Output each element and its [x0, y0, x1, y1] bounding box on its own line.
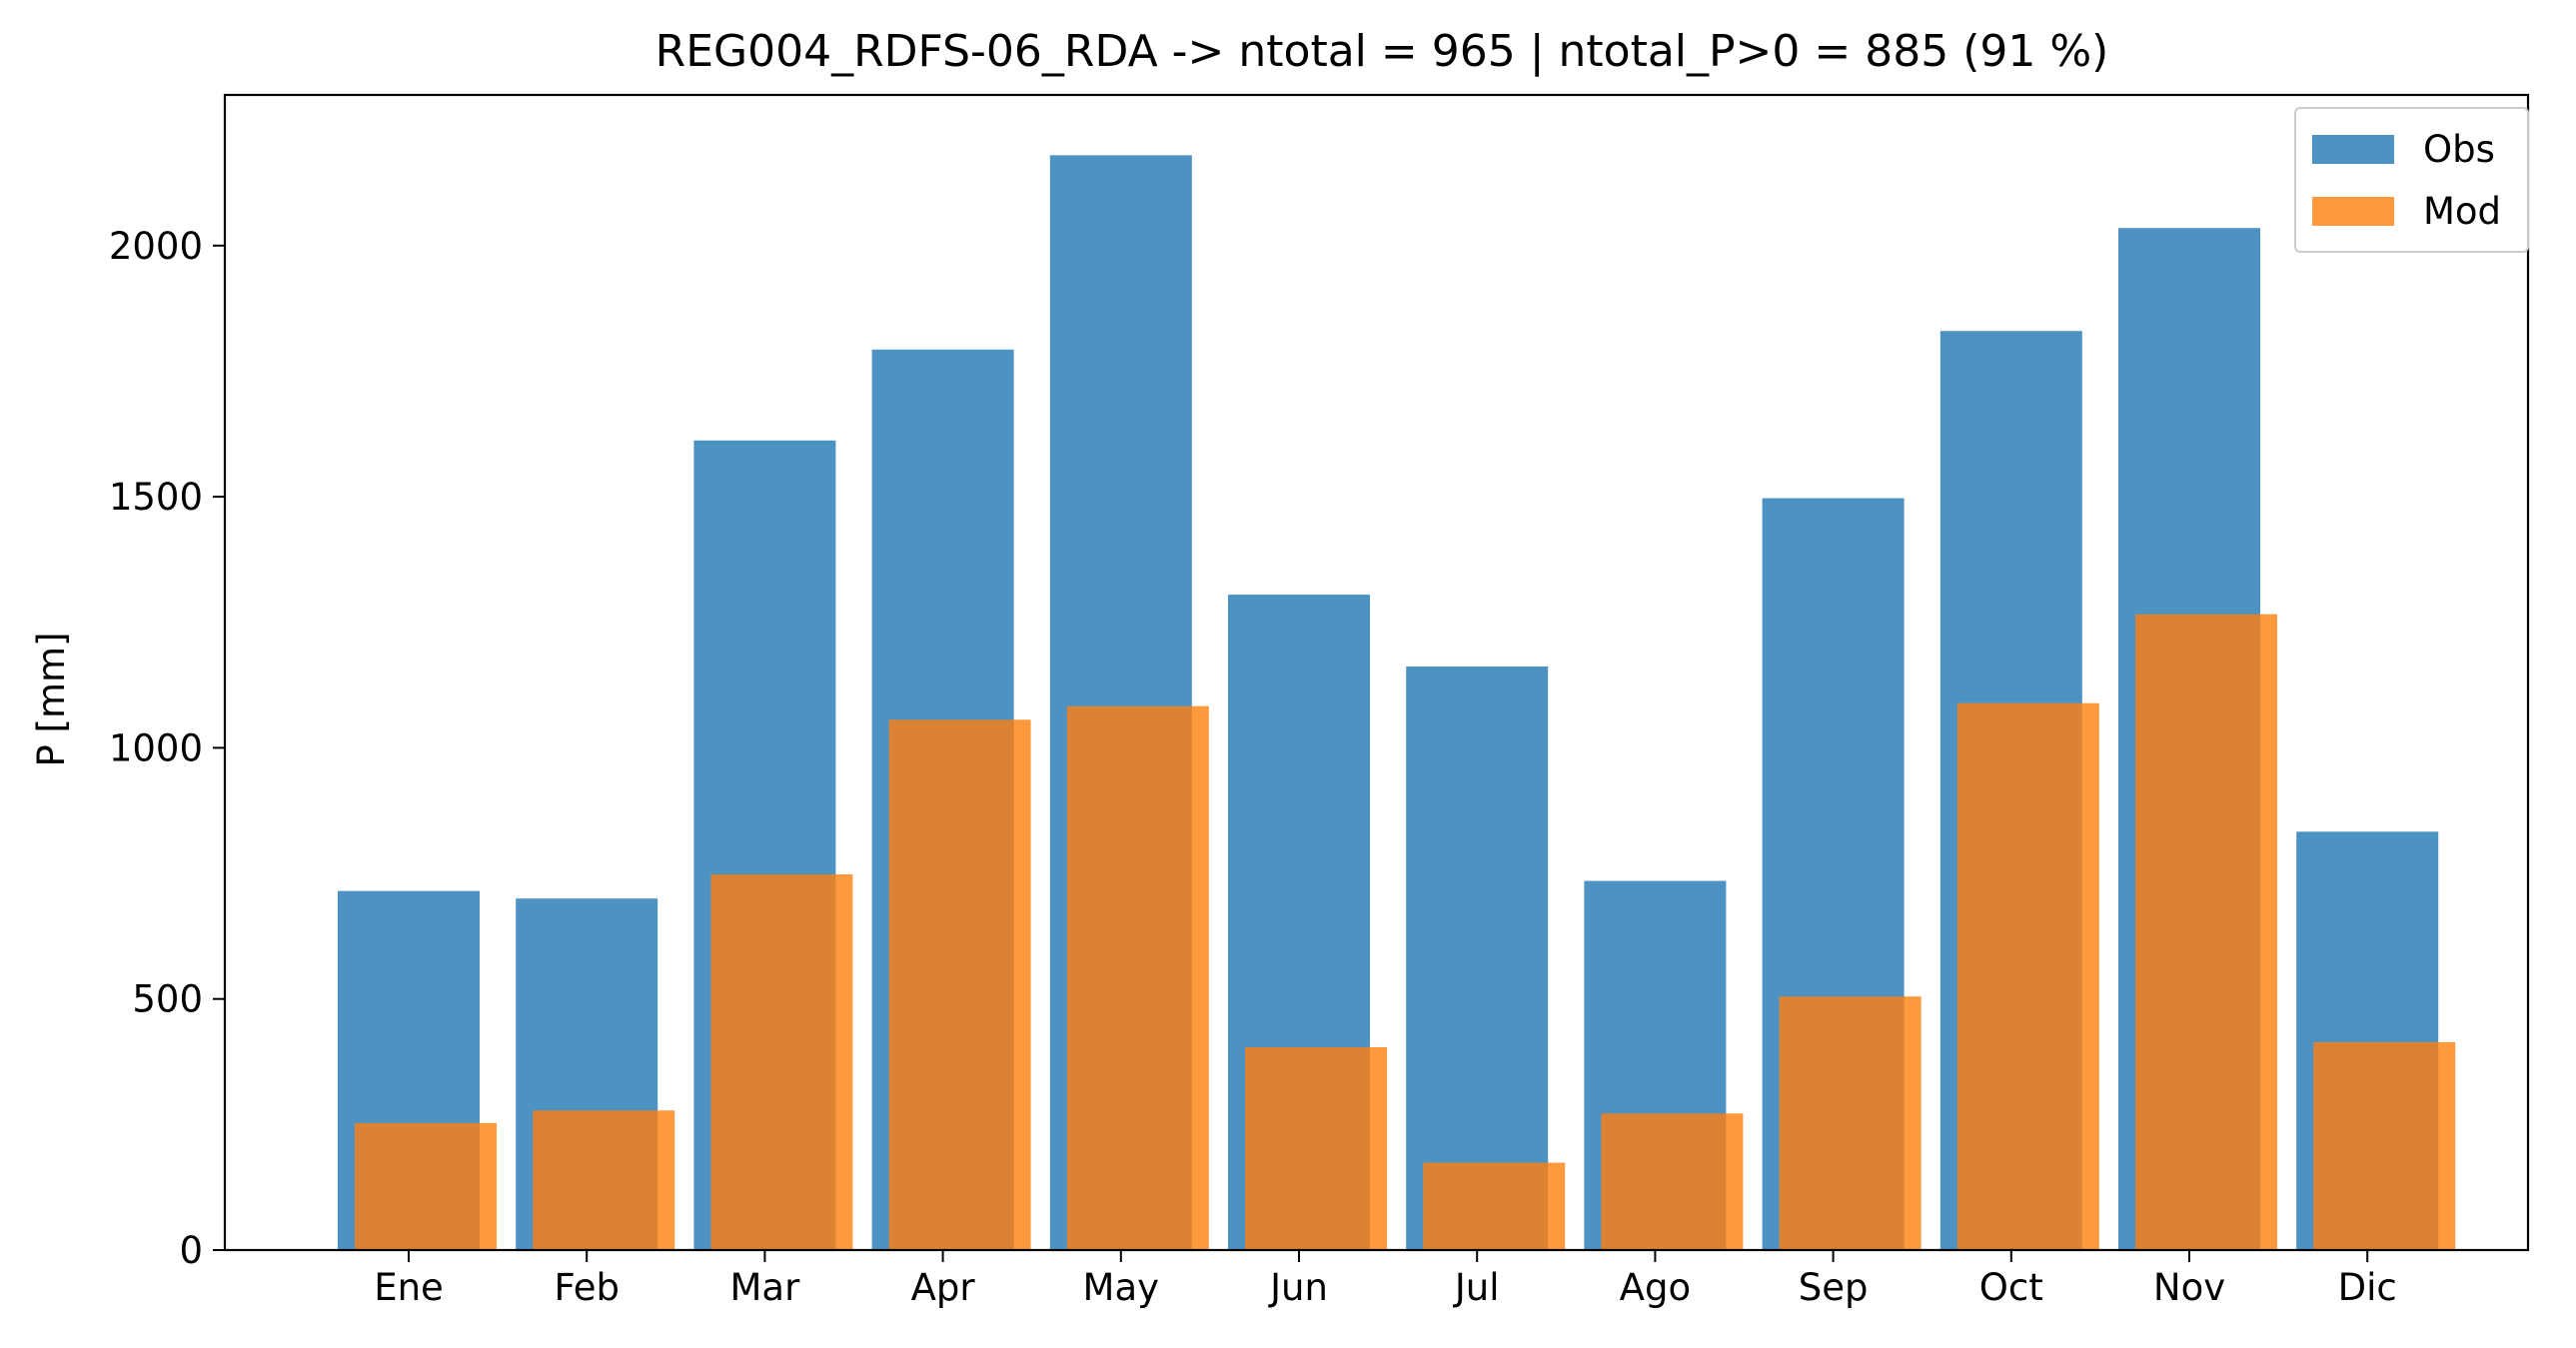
x-tick-label-feb: Feb — [554, 1266, 620, 1309]
x-tick-label-oct: Oct — [1979, 1266, 2043, 1309]
y-tick-label: 500 — [132, 978, 203, 1021]
x-tick-label-ene: Ene — [374, 1266, 444, 1309]
x-tick-label-jun: Jun — [1268, 1266, 1328, 1309]
x-tick-label-sep: Sep — [1799, 1266, 1869, 1309]
mod-bar-oct — [1956, 702, 2099, 1250]
legend-swatch-obs — [2312, 135, 2394, 164]
mod-bar-ene — [355, 1122, 497, 1250]
y-tick-label: 2000 — [109, 225, 203, 268]
x-tick-label-apr: Apr — [911, 1266, 976, 1309]
y-axis: 0 500 1000 1500 2000 — [109, 225, 225, 1272]
mod-bar-mar — [710, 874, 853, 1250]
chart-title: REG004_RDFS-06_RDA -> ntotal = 965 | nto… — [655, 26, 2109, 77]
mod-bar-jul — [1423, 1162, 1566, 1250]
y-tick-label: 0 — [179, 1229, 203, 1272]
x-tick-label-mar: Mar — [729, 1266, 800, 1309]
mod-bar-series — [355, 614, 2456, 1250]
x-axis: Ene Feb Mar Apr May Jun Jul Ago Sep Oct Nov Dic — [374, 1250, 2397, 1309]
mod-bar-apr — [888, 719, 1031, 1250]
y-axis-title: P [mm] — [30, 632, 73, 766]
mod-bar-jun — [1245, 1046, 1387, 1250]
y-tick-label: 1500 — [109, 476, 203, 519]
x-tick-label-nov: Nov — [2153, 1266, 2225, 1309]
plot-area-frame — [223, 93, 2530, 1252]
legend-label-obs: Obs — [2423, 128, 2495, 171]
mod-bar-sep — [1779, 996, 1922, 1250]
mod-bar-nov — [2135, 614, 2277, 1250]
obs-bar-jul — [1406, 666, 1549, 1250]
x-tick-label-dic: Dic — [2338, 1266, 2397, 1309]
mod-bar-feb — [533, 1110, 675, 1250]
mod-bar-dic — [2313, 1041, 2456, 1250]
mod-bar-may — [1066, 705, 1209, 1250]
x-tick-label-may: May — [1083, 1266, 1160, 1309]
legend-swatch-mod — [2312, 197, 2394, 226]
y-tick-label: 1000 — [109, 726, 203, 769]
x-tick-label-ago: Ago — [1620, 1266, 1691, 1309]
x-tick-label-jul: Jul — [1453, 1266, 1500, 1309]
mod-bar-ago — [1601, 1113, 1744, 1250]
legend-label-mod: Mod — [2423, 190, 2501, 233]
legend: Obs Mod — [2294, 107, 2529, 253]
